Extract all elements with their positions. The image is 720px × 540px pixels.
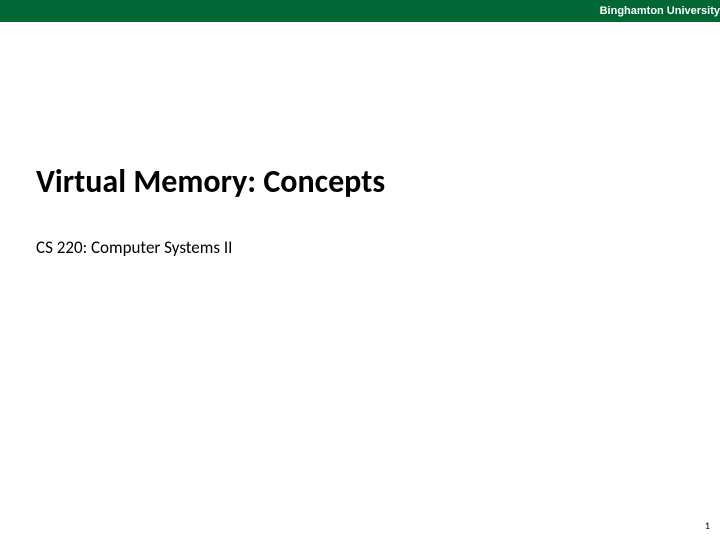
course-subtitle: CS 220: Computer Systems II xyxy=(36,237,720,258)
header-bar: Binghamton University xyxy=(0,0,720,22)
university-name: Binghamton University xyxy=(600,5,720,17)
page-number: 1 xyxy=(705,519,710,532)
slide-title: Virtual Memory: Concepts xyxy=(36,162,720,201)
content-area: Virtual Memory: Concepts CS 220: Compute… xyxy=(0,22,720,258)
